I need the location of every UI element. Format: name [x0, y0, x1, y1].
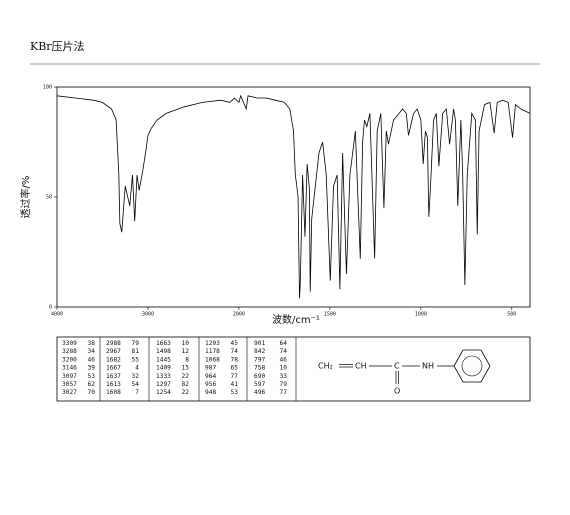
y-tick-label: 0	[49, 305, 52, 311]
peak-transmittance: 41	[231, 381, 239, 388]
peak-transmittance: 78	[231, 356, 239, 363]
peak-wavenumber: 956	[205, 381, 216, 388]
peak-transmittance: 38	[88, 340, 96, 347]
peak-transmittance: 70	[88, 389, 96, 396]
peak-transmittance: 46	[280, 356, 288, 363]
peak-transmittance: 79	[280, 381, 288, 388]
x-axis-label: 波数/cm⁻¹	[272, 313, 320, 326]
x-tick-label: 1000	[415, 312, 427, 318]
table-frame	[56, 336, 531, 402]
peak-wavenumber: 3309	[62, 340, 77, 347]
peak-wavenumber: 3057	[62, 381, 77, 388]
peak-wavenumber: 1333	[156, 373, 171, 380]
peak-transmittance: 79	[132, 340, 140, 347]
spectrum-line	[56, 94, 531, 299]
peak-transmittance: 55	[132, 356, 140, 363]
group-label: C	[394, 362, 400, 371]
peak-transmittance: 77	[280, 389, 288, 396]
peak-transmittance: 22	[182, 373, 190, 380]
peak-wavenumber: 797	[254, 356, 265, 363]
peak-wavenumber: 1608	[106, 389, 121, 396]
y-tick-label: 100	[43, 85, 52, 91]
peak-wavenumber: 3200	[62, 356, 77, 363]
x-tick-label: 500	[507, 312, 516, 318]
peak-transmittance: 54	[132, 381, 140, 388]
peak-transmittance: 82	[182, 381, 190, 388]
peak-wavenumber: 1254	[156, 389, 171, 396]
table-dividers	[99, 337, 297, 401]
y-axis-label: 透过率/%	[19, 176, 32, 219]
peak-wavenumber: 948	[205, 389, 216, 396]
peak-wavenumber: 964	[205, 373, 216, 380]
peak-wavenumber: 1682	[106, 356, 121, 363]
x-tick-label: 1500	[324, 312, 336, 318]
peak-wavenumber: 3097	[62, 373, 77, 380]
peak-transmittance: 8	[185, 356, 189, 363]
peak-wavenumber: 1068	[205, 356, 220, 363]
peak-transmittance: 74	[231, 348, 239, 355]
peak-wavenumber: 1498	[156, 348, 171, 355]
peak-transmittance: 77	[231, 373, 239, 380]
peak-wavenumber: 3027	[62, 389, 77, 396]
x-tick-label: 2000	[233, 312, 245, 318]
peak-wavenumber: 1445	[156, 356, 171, 363]
y-tick-label: 50	[46, 195, 52, 201]
peak-transmittance: 10	[182, 340, 190, 347]
group-label: NH	[422, 362, 434, 371]
peak-transmittance: 15	[182, 365, 190, 372]
peak-wavenumber: 1637	[106, 373, 121, 380]
group-label: CH₂	[318, 362, 333, 371]
peak-wavenumber: 1178	[205, 348, 220, 355]
peak-wavenumber: 2967	[106, 348, 121, 355]
peak-wavenumber: 690	[254, 373, 265, 380]
peak-transmittance: 53	[88, 373, 96, 380]
page-title: KBr压片法	[30, 39, 85, 53]
peak-wavenumber: 3146	[62, 365, 77, 372]
peak-transmittance: 33	[280, 373, 288, 380]
peak-transmittance: 10	[280, 365, 288, 372]
peak-transmittance: 74	[280, 348, 288, 355]
peak-wavenumber: 1203	[205, 340, 220, 347]
x-tick-label: 4000	[51, 312, 63, 318]
peak-transmittance: 81	[132, 348, 140, 355]
peak-wavenumber: 1297	[156, 381, 171, 388]
peak-wavenumber: 2988	[106, 340, 121, 347]
peak-wavenumber: 1667	[106, 365, 121, 372]
peak-wavenumber: 1613	[106, 381, 121, 388]
structure: CH₂ CH C O NH	[318, 349, 491, 396]
peak-transmittance: 46	[88, 356, 96, 363]
peak-transmittance: 62	[88, 381, 96, 388]
peak-wavenumber: 1409	[156, 365, 171, 372]
peak-transmittance: 32	[132, 373, 140, 380]
peak-wavenumber: 987	[205, 365, 216, 372]
peak-transmittance: 45	[231, 340, 239, 347]
peak-transmittance: 34	[88, 348, 96, 355]
peak-transmittance: 65	[231, 365, 239, 372]
peak-transmittance: 53	[231, 389, 239, 396]
group-label: CH	[355, 362, 367, 371]
x-tick-label: 3000	[142, 312, 154, 318]
peak-transmittance: 7	[135, 389, 139, 396]
peak-wavenumber: 496	[254, 389, 265, 396]
peak-wavenumber: 842	[254, 348, 265, 355]
peak-transmittance: 12	[182, 348, 190, 355]
group-label: O	[394, 387, 400, 396]
peak-wavenumber: 1663	[156, 340, 171, 347]
peak-wavenumber: 758	[254, 365, 265, 372]
peak-transmittance: 39	[88, 365, 96, 372]
peak-transmittance: 4	[135, 365, 139, 372]
peak-wavenumber: 3288	[62, 348, 77, 355]
peak-wavenumber: 901	[254, 340, 265, 347]
peak-transmittance: 64	[280, 340, 288, 347]
peak-transmittance: 22	[182, 389, 190, 396]
peak-wavenumber: 597	[254, 381, 265, 388]
